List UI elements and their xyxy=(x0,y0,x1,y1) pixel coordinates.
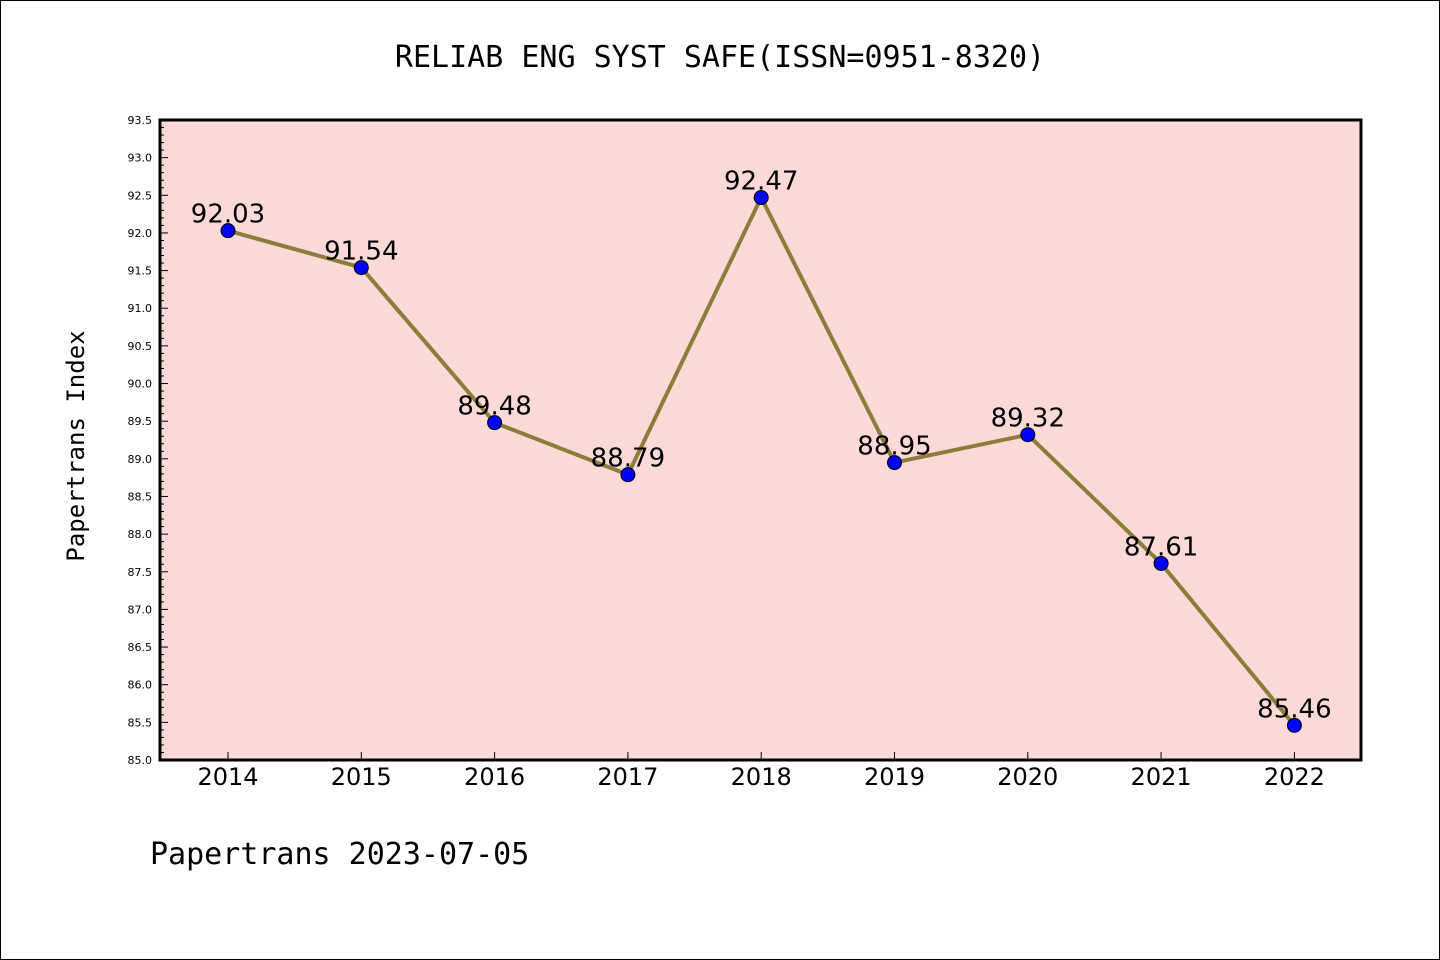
y-tick-label: 87.5 xyxy=(128,566,153,579)
y-tick-label: 90.0 xyxy=(128,378,153,391)
plot-border xyxy=(158,118,1363,762)
chart-title: RELIAB ENG SYST SAFE(ISSN=0951-8320) xyxy=(395,40,1045,75)
data-point xyxy=(220,223,236,239)
x-tick-label: 2014 xyxy=(197,763,258,791)
data-label: 88.95 xyxy=(857,432,931,462)
y-tick-label: 85.5 xyxy=(128,716,153,729)
y-tick-label: 92.5 xyxy=(128,189,153,202)
x-tick-label: 2016 xyxy=(464,763,525,791)
y-tick-label: 86.0 xyxy=(128,679,153,692)
y-tick-label: 91.0 xyxy=(128,302,153,315)
data-markers xyxy=(220,190,1302,733)
data-label: 87.61 xyxy=(1124,532,1198,562)
y-tick-label: 88.0 xyxy=(128,528,153,541)
x-tick-label: 2018 xyxy=(731,763,792,791)
data-point xyxy=(620,467,636,483)
y-tick-label: 92.0 xyxy=(128,227,153,240)
y-tick-label: 88.5 xyxy=(128,490,153,503)
data-label: 92.03 xyxy=(191,200,265,230)
data-label: 89.32 xyxy=(991,404,1065,434)
y-tick-label: 85.0 xyxy=(128,754,153,767)
footer-text: Papertrans 2023-07-05 xyxy=(150,837,529,872)
y-tick-label: 91.5 xyxy=(128,265,153,278)
data-point xyxy=(1020,427,1036,443)
data-point xyxy=(1286,717,1302,733)
y-tick-label: 87.0 xyxy=(128,603,153,616)
y-tick-label: 90.5 xyxy=(128,340,153,353)
data-label: 92.47 xyxy=(724,167,798,197)
data-point xyxy=(753,190,769,206)
data-point xyxy=(1153,555,1169,571)
y-tick-label: 93.5 xyxy=(128,114,153,127)
y-tick-labels: 85.0 85.5 86.0 86.5 87.0 87.5 88.0 88.5 89.0 89.5… xyxy=(128,114,153,767)
x-tick-label: 2017 xyxy=(597,763,658,791)
y-axis-label: Papertrans Index xyxy=(62,330,90,561)
x-tick-label: 2015 xyxy=(331,763,392,791)
x-tick-label: 2020 xyxy=(997,763,1058,791)
x-tick-labels: 2014 2015 2016 2017 2018 2019 2020 2021 2022 xyxy=(197,763,1324,791)
x-tick-label: 2022 xyxy=(1264,763,1325,791)
data-label: 88.79 xyxy=(591,444,665,474)
y-tick-label: 93.0 xyxy=(128,152,153,165)
data-point xyxy=(887,455,902,471)
y-tick-label: 86.5 xyxy=(128,641,153,654)
data-labels: 92.03 91.54 89.48 88.79 92.47 88.95 89.32 87.61… xyxy=(191,167,1332,725)
data-label: 85.46 xyxy=(1257,694,1331,724)
data-point xyxy=(487,415,503,431)
data-label: 89.48 xyxy=(457,392,531,422)
data-point xyxy=(353,260,369,276)
plot-area xyxy=(160,120,1361,760)
y-tick-label: 89.5 xyxy=(128,415,153,428)
x-tick-label: 2019 xyxy=(864,763,925,791)
data-label: 91.54 xyxy=(324,237,398,267)
x-tick-label: 2021 xyxy=(1131,763,1192,791)
y-tick-label: 89.0 xyxy=(128,453,153,466)
